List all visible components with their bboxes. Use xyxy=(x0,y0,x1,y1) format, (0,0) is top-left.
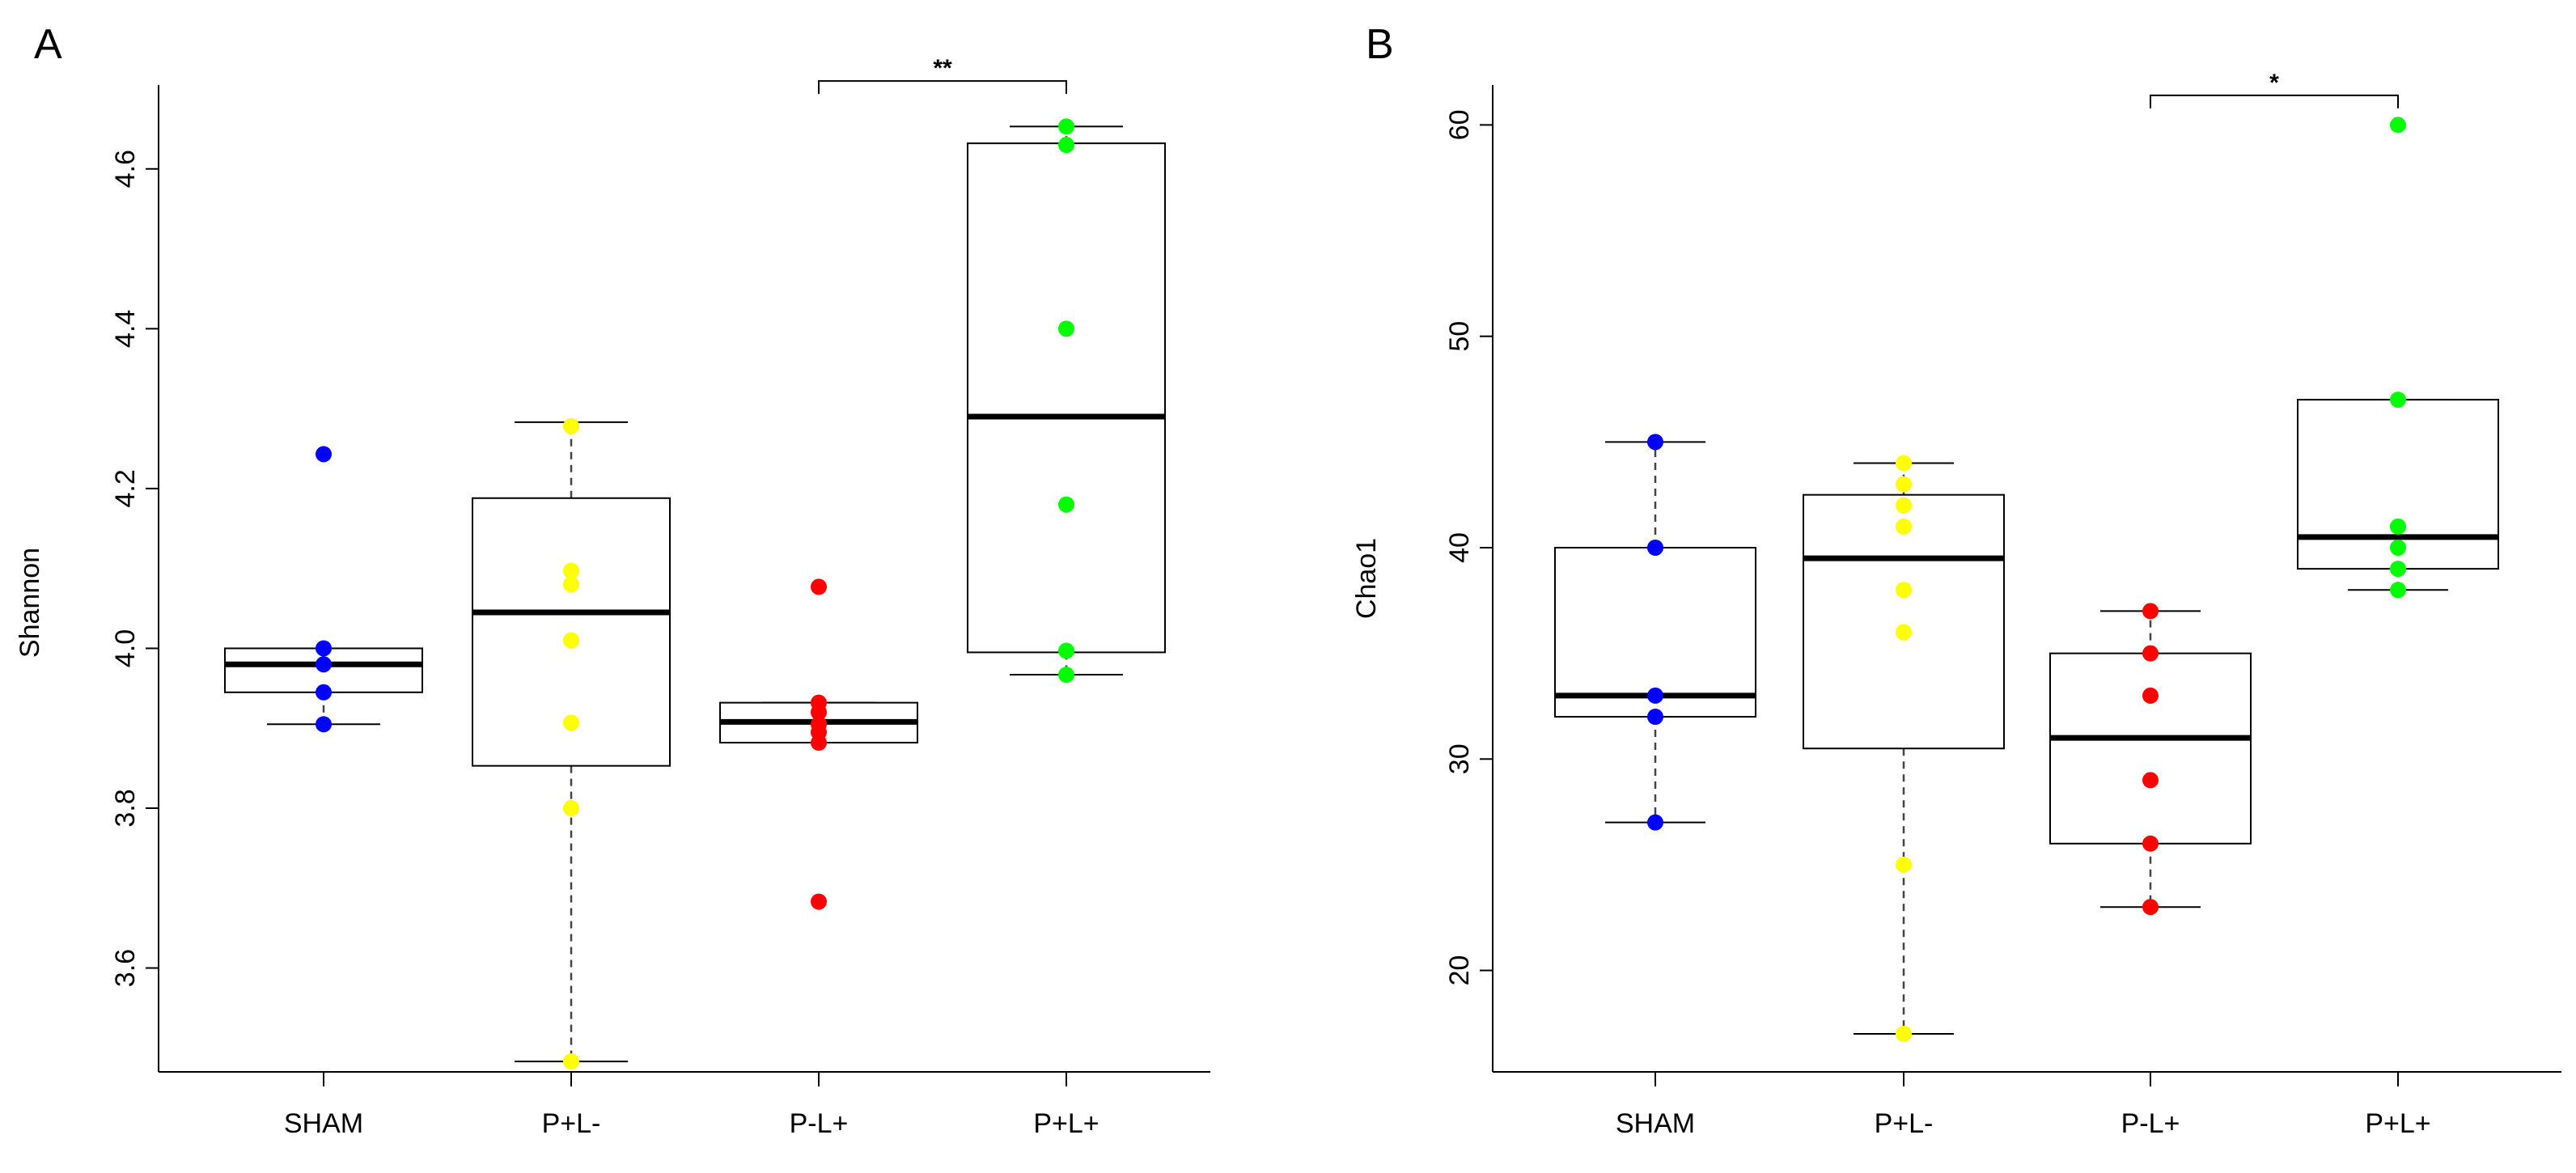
data-point-p-l- xyxy=(1896,1025,1912,1042)
y-tick-label: 4.6 xyxy=(110,150,141,188)
data-point-p-l- xyxy=(811,893,827,910)
y-tick-label: 40 xyxy=(1444,532,1475,563)
iqr-box xyxy=(2049,652,2252,845)
data-point-p-l- xyxy=(1058,667,1074,684)
x-tick-label: P+L+ xyxy=(1033,1108,1099,1139)
data-point-p-l- xyxy=(2390,540,2406,556)
data-point-p-l- xyxy=(1058,320,1074,337)
data-point-p-l- xyxy=(2390,561,2406,578)
y-tick-label: 3.8 xyxy=(110,789,141,827)
data-point-sham xyxy=(1647,709,1663,726)
x-tick-label: P-L+ xyxy=(2121,1108,2180,1139)
data-point-p-l- xyxy=(2390,116,2406,133)
y-tick-label: 4.2 xyxy=(110,469,141,507)
data-point-p-l- xyxy=(1896,497,1912,514)
data-point-sham xyxy=(316,716,332,733)
iqr-box xyxy=(967,142,1166,654)
data-point-p-l- xyxy=(1896,476,1912,493)
data-point-p-l- xyxy=(2390,392,2406,409)
panel-b-chao1-boxplot: B 20 30 40 50 60 Chao1 SHAM P+L- P-L+ P+L+ * xyxy=(1351,21,2561,1139)
data-point-p-l- xyxy=(1058,496,1074,513)
y-tick-label: 4.4 xyxy=(110,310,141,348)
iqr-box xyxy=(1803,493,2005,750)
x-tick-label: P+L+ xyxy=(2365,1108,2430,1139)
y-axis-title: Shannon xyxy=(15,548,45,658)
data-point-p-l- xyxy=(1896,518,1912,535)
data-point-p-l- xyxy=(563,417,579,434)
x-tick-label: SHAM xyxy=(284,1108,363,1139)
y-tick-label: 30 xyxy=(1444,743,1475,774)
significance-bracket xyxy=(818,80,1067,95)
data-point-sham xyxy=(316,446,332,463)
data-point-p-l- xyxy=(2142,835,2159,852)
y-tick-label: 4.0 xyxy=(110,629,141,667)
data-point-sham xyxy=(1647,434,1663,451)
panel-letter: A xyxy=(34,21,62,68)
data-point-sham xyxy=(1647,687,1663,704)
data-point-p-l- xyxy=(563,714,579,731)
data-point-p-l- xyxy=(563,800,579,817)
data-point-p-l- xyxy=(1896,455,1912,472)
x-tick-label: SHAM xyxy=(1616,1108,1695,1139)
box-p-l- xyxy=(472,421,671,1063)
data-point-p-l- xyxy=(1896,856,1912,873)
x-tick-label: P+L- xyxy=(542,1108,601,1139)
data-point-sham xyxy=(316,640,332,657)
data-point-p-l- xyxy=(1896,582,1912,599)
data-point-p-l- xyxy=(2142,899,2159,916)
data-point-p-l- xyxy=(2142,645,2159,662)
y-axis-title: Chao1 xyxy=(1351,538,1382,619)
data-point-sham xyxy=(316,656,332,673)
data-point-p-l- xyxy=(811,735,827,752)
data-point-p-l- xyxy=(2142,603,2159,620)
data-point-sham xyxy=(316,684,332,701)
data-point-p-l- xyxy=(811,578,827,595)
box-sham xyxy=(1554,441,1756,824)
y-tick-label: 50 xyxy=(1444,321,1475,352)
data-point-sham xyxy=(1647,540,1663,556)
significance-label: * xyxy=(2269,70,2279,96)
data-point-sham xyxy=(1647,814,1663,831)
data-point-p-l- xyxy=(2142,687,2159,704)
data-point-p-l- xyxy=(563,1053,579,1070)
x-tick-label: P-L+ xyxy=(790,1108,849,1139)
data-point-p-l- xyxy=(1896,624,1912,641)
data-point-p-l- xyxy=(563,562,579,579)
data-point-p-l- xyxy=(1058,642,1074,659)
significance-bracket xyxy=(2150,94,2399,108)
data-point-p-l- xyxy=(1058,137,1074,154)
data-point-p-l- xyxy=(563,576,579,593)
y-tick-label: 3.6 xyxy=(110,949,141,987)
y-tick-label: 60 xyxy=(1444,110,1475,141)
data-point-p-l- xyxy=(2142,772,2159,789)
box-p-l- xyxy=(967,125,1166,676)
box-p-l- xyxy=(2049,610,2252,908)
data-point-p-l- xyxy=(563,632,579,649)
data-point-p-l- xyxy=(2390,518,2406,535)
x-tick-label: P+L- xyxy=(1875,1108,1934,1139)
data-point-p-l- xyxy=(2390,582,2406,599)
data-point-p-l- xyxy=(811,704,827,721)
y-tick-label: 20 xyxy=(1444,955,1475,986)
box-p-l- xyxy=(1803,462,2005,1035)
panel-a-shannon-boxplot: A 3.6 3.8 4.0 4.2 4.4 4.6 Shannon SHAM P+L- P-L+ P+… xyxy=(15,21,1210,1139)
data-point-p-l- xyxy=(1058,118,1074,135)
panel-letter: B xyxy=(1366,21,1394,68)
significance-label: ** xyxy=(933,55,952,82)
